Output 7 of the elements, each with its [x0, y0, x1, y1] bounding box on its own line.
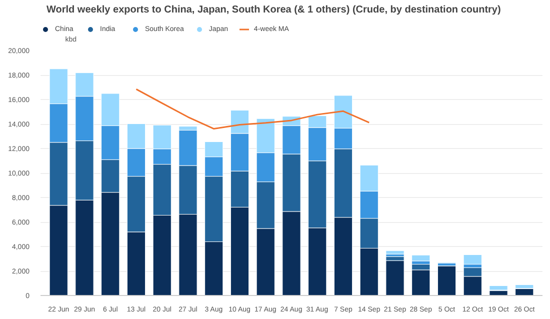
line-series — [135, 88, 370, 130]
bar — [437, 266, 456, 296]
bar — [386, 260, 404, 296]
chart-title: World weekly exports to China, Japan, South Korea (& 1 others) (Crude, by destination country) — [46, 4, 501, 16]
bar — [412, 254, 430, 262]
bar — [463, 254, 482, 265]
bar — [386, 250, 404, 254]
